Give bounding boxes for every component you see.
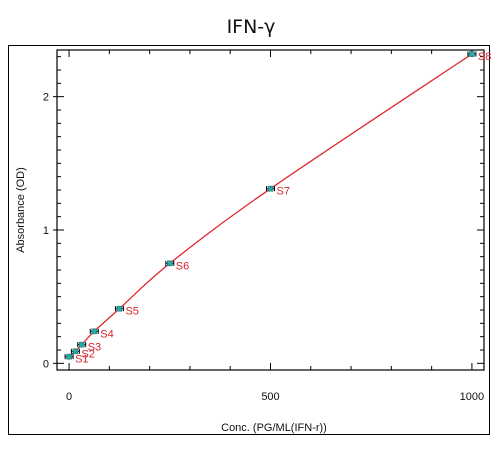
- chart-title: IFN-γ: [226, 16, 276, 38]
- point-marker-s8: [469, 51, 475, 57]
- point-label-s7: S7: [277, 186, 290, 198]
- point-marker-s7: [267, 185, 274, 192]
- point-label-s6: S6: [176, 260, 189, 272]
- point-label-s1: S1: [75, 354, 88, 366]
- y-tick-label: 0: [43, 358, 49, 370]
- x-tick-label: 500: [261, 391, 279, 403]
- point-marker-s5: [116, 305, 123, 312]
- point-marker-s3: [78, 341, 85, 348]
- point-marker-s6: [166, 260, 173, 267]
- point-label-s8: S8: [478, 51, 491, 63]
- x-axis-title: Conc. (PG/ML(IFN-r)): [221, 422, 327, 434]
- chart-frame: [8, 45, 490, 435]
- point-label-s5: S5: [125, 306, 138, 318]
- y-tick-label: 2: [43, 92, 49, 104]
- point-label-s2: S2: [81, 348, 94, 360]
- x-tick-label: 1000: [460, 391, 484, 403]
- point-label-s4: S4: [100, 328, 113, 340]
- y-axis-title: Absorbance (OD): [15, 167, 27, 253]
- point-label-s3: S3: [88, 342, 101, 354]
- point-marker-s4: [91, 328, 98, 335]
- axes: 0 500 1000 0 1 2: [43, 49, 485, 403]
- plot-area-border: [56, 49, 485, 371]
- y-tick-label: 1: [43, 225, 49, 237]
- x-tick-label: 0: [66, 391, 72, 403]
- point-marker-s2: [72, 348, 79, 355]
- point-marker-s1: [66, 353, 72, 360]
